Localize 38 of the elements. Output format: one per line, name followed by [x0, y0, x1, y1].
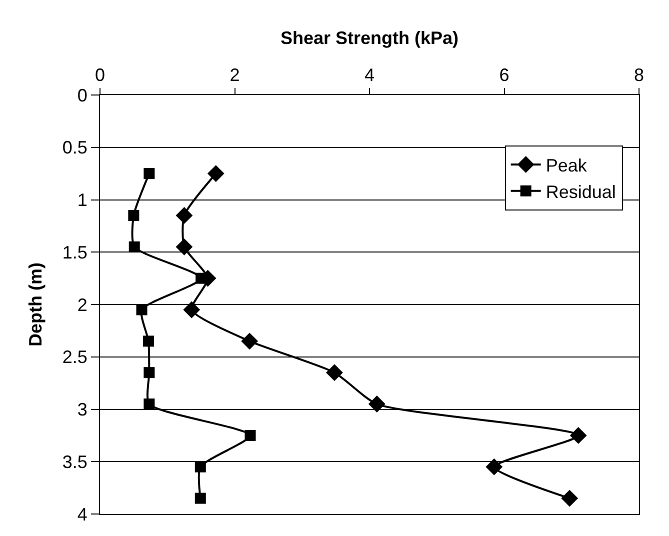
point — [244, 430, 256, 441]
point — [144, 367, 155, 378]
point — [128, 241, 140, 252]
y-tick-label: 0.5 — [62, 138, 88, 158]
point — [128, 210, 140, 221]
y-tick-label: 0 — [77, 85, 88, 106]
point — [144, 168, 155, 180]
point — [176, 207, 193, 224]
y-tick-label: 3 — [77, 400, 88, 420]
x-tick-label: 0 — [94, 64, 106, 85]
y-axis-title: Depth (m) — [26, 262, 46, 346]
point — [194, 461, 206, 472]
legend-label: Residual — [546, 182, 616, 202]
y-tick-label: 2 — [77, 294, 88, 315]
point — [144, 398, 155, 410]
point — [570, 426, 587, 444]
x-axis-title: Shear Strength (kPa) — [280, 28, 459, 48]
point — [194, 492, 206, 504]
point — [207, 165, 224, 182]
point — [143, 336, 154, 347]
x-tick-label: 4 — [364, 64, 375, 85]
point — [326, 364, 343, 382]
y-tick-label: 3.5 — [62, 452, 88, 472]
legend-label: Peak — [546, 156, 588, 176]
point — [136, 304, 148, 316]
x-tick-label: 2 — [230, 64, 240, 85]
y-tick-label: 1 — [77, 190, 88, 210]
point — [561, 490, 578, 507]
y-tick-label: 4 — [77, 504, 88, 524]
x-tick-label: 8 — [634, 64, 644, 85]
point — [241, 332, 258, 350]
point — [183, 301, 200, 318]
point — [486, 458, 503, 476]
point — [176, 238, 193, 256]
x-tick-label: 6 — [499, 64, 510, 85]
point — [368, 396, 386, 412]
y-tick-label: 1.5 — [62, 242, 88, 262]
y-tick-label: 2.5 — [62, 347, 88, 368]
